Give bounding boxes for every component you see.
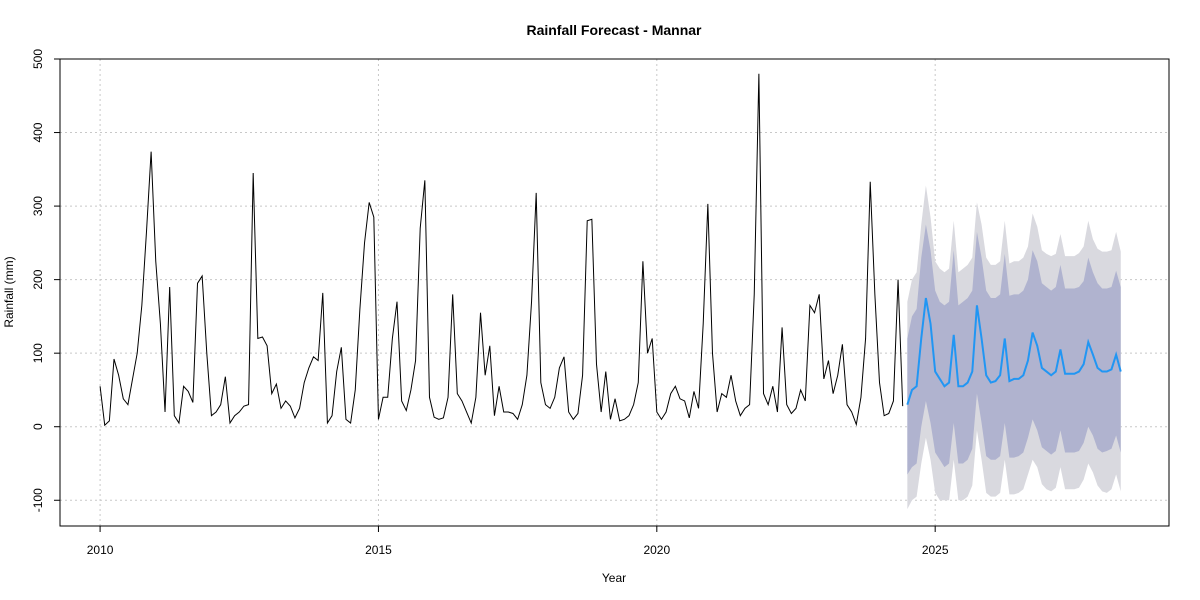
y-tick-label: 0 xyxy=(31,423,45,430)
x-axis-label: Year xyxy=(602,571,626,585)
y-tick-label: 300 xyxy=(31,196,45,216)
y-tick-label: 400 xyxy=(31,122,45,142)
observed-line xyxy=(99,73,904,427)
chart-title: Rainfall Forecast - Mannar xyxy=(526,22,702,38)
band-80-area xyxy=(907,224,1121,475)
y-tick-label: 100 xyxy=(31,343,45,363)
y-axis-label: Rainfall (mm) xyxy=(2,256,16,327)
x-tick-label: 2010 xyxy=(87,543,114,557)
y-tick-label: 500 xyxy=(31,49,45,69)
observed-series xyxy=(99,73,904,427)
x-tick-label: 2025 xyxy=(922,543,949,557)
y-axis: -100 0 100 200 300 400 500 xyxy=(31,49,61,512)
y-tick-label: 200 xyxy=(31,269,45,289)
x-axis: 2010 2015 2020 2025 xyxy=(87,525,949,557)
x-tick-label: 2020 xyxy=(643,543,670,557)
x-tick-label: 2015 xyxy=(365,543,392,557)
forecast-series xyxy=(906,297,1122,405)
forecast-mean-line xyxy=(906,297,1122,405)
band-80 xyxy=(907,224,1121,475)
y-tick-label: -100 xyxy=(31,488,45,512)
